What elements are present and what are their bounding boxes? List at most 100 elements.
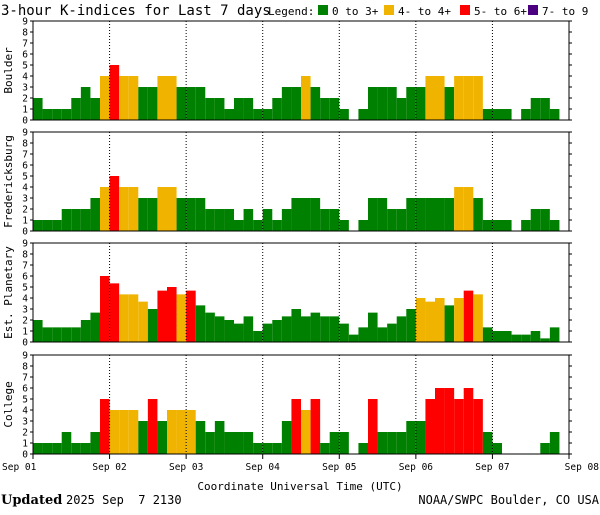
bar (138, 301, 148, 342)
panel-label: Est. Planetary (2, 246, 15, 339)
bar (358, 109, 368, 120)
bar (71, 327, 81, 342)
bar (100, 76, 110, 120)
bar (214, 98, 225, 120)
bar (482, 432, 493, 454)
y-tick-label: 9 (22, 17, 28, 28)
bar (387, 209, 397, 231)
legend: 0 to 3+ 4- to 4+ 5- to 6+ 7- to 9 (318, 5, 588, 18)
bar (291, 87, 301, 120)
bar (320, 98, 330, 120)
bar (549, 220, 560, 231)
bar (272, 320, 282, 342)
bar (33, 443, 43, 454)
bar (549, 327, 560, 342)
bar (329, 98, 340, 120)
bar (415, 298, 426, 342)
bar (109, 176, 120, 231)
y-tick-label: 0 (22, 116, 28, 127)
bar (128, 187, 139, 231)
bar (42, 220, 53, 231)
y-tick-label: 0 (22, 227, 28, 238)
bar (406, 87, 416, 120)
bar (425, 301, 435, 342)
bar (406, 421, 416, 454)
bar (281, 316, 292, 342)
y-tick-label: 3 (22, 305, 28, 316)
bar (473, 76, 483, 120)
bar (243, 98, 254, 120)
bar (291, 399, 301, 454)
bar (186, 290, 196, 342)
bar (147, 399, 158, 454)
bar (521, 220, 531, 231)
bar (310, 87, 321, 120)
bar (358, 220, 368, 231)
bar (224, 209, 234, 231)
bar (119, 294, 129, 342)
bar (368, 399, 378, 454)
bar (425, 198, 435, 231)
bar (301, 316, 311, 342)
bar (42, 327, 53, 342)
bar (521, 109, 531, 120)
legend-label-2: 4- to 4+ (398, 5, 451, 18)
bar (482, 327, 493, 342)
bar (52, 220, 62, 231)
bar (167, 187, 177, 231)
bar (482, 109, 493, 120)
bar (52, 443, 62, 454)
bar (234, 220, 244, 231)
bar (435, 388, 445, 454)
bar (253, 220, 263, 231)
bar (176, 87, 187, 120)
bar (406, 309, 416, 342)
panel-label: Boulder (2, 47, 15, 94)
bar (435, 76, 445, 120)
bar (396, 316, 407, 342)
bar (454, 76, 464, 120)
y-tick-label: 2 (22, 94, 28, 105)
x-tick-label: Sep 07 (475, 462, 509, 473)
bar (329, 316, 340, 342)
bar (90, 198, 100, 231)
bar (502, 220, 512, 231)
bar (138, 198, 148, 231)
bar (377, 327, 388, 342)
y-tick-label: 9 (22, 351, 28, 362)
bar (396, 98, 407, 120)
bar (42, 443, 53, 454)
y-tick-label: 9 (22, 239, 28, 250)
bar (511, 334, 522, 342)
bar (348, 334, 359, 342)
y-tick-label: 9 (22, 128, 28, 139)
legend-swatch-1 (318, 5, 328, 15)
bar (454, 187, 464, 231)
bar (301, 76, 311, 120)
bar (301, 198, 311, 231)
bar (243, 316, 254, 342)
updated-label: Updated (1, 493, 62, 508)
bar (119, 187, 129, 231)
x-tick-label: Sep 02 (92, 462, 126, 473)
y-tick-label: 1 (22, 327, 28, 338)
bar (310, 312, 321, 342)
bar (262, 443, 273, 454)
bar (444, 198, 455, 231)
bar (205, 312, 215, 342)
bar (415, 198, 426, 231)
y-tick-label: 7 (22, 373, 28, 384)
y-tick-label: 8 (22, 362, 28, 373)
bar (310, 198, 321, 231)
bar (329, 209, 340, 231)
bar (530, 98, 541, 120)
bar (80, 320, 91, 342)
bar (167, 287, 177, 342)
y-tick-label: 6 (22, 384, 28, 395)
bar (320, 209, 330, 231)
bar (339, 109, 349, 120)
bar (157, 421, 167, 454)
bar (415, 421, 426, 454)
bar (61, 209, 72, 231)
